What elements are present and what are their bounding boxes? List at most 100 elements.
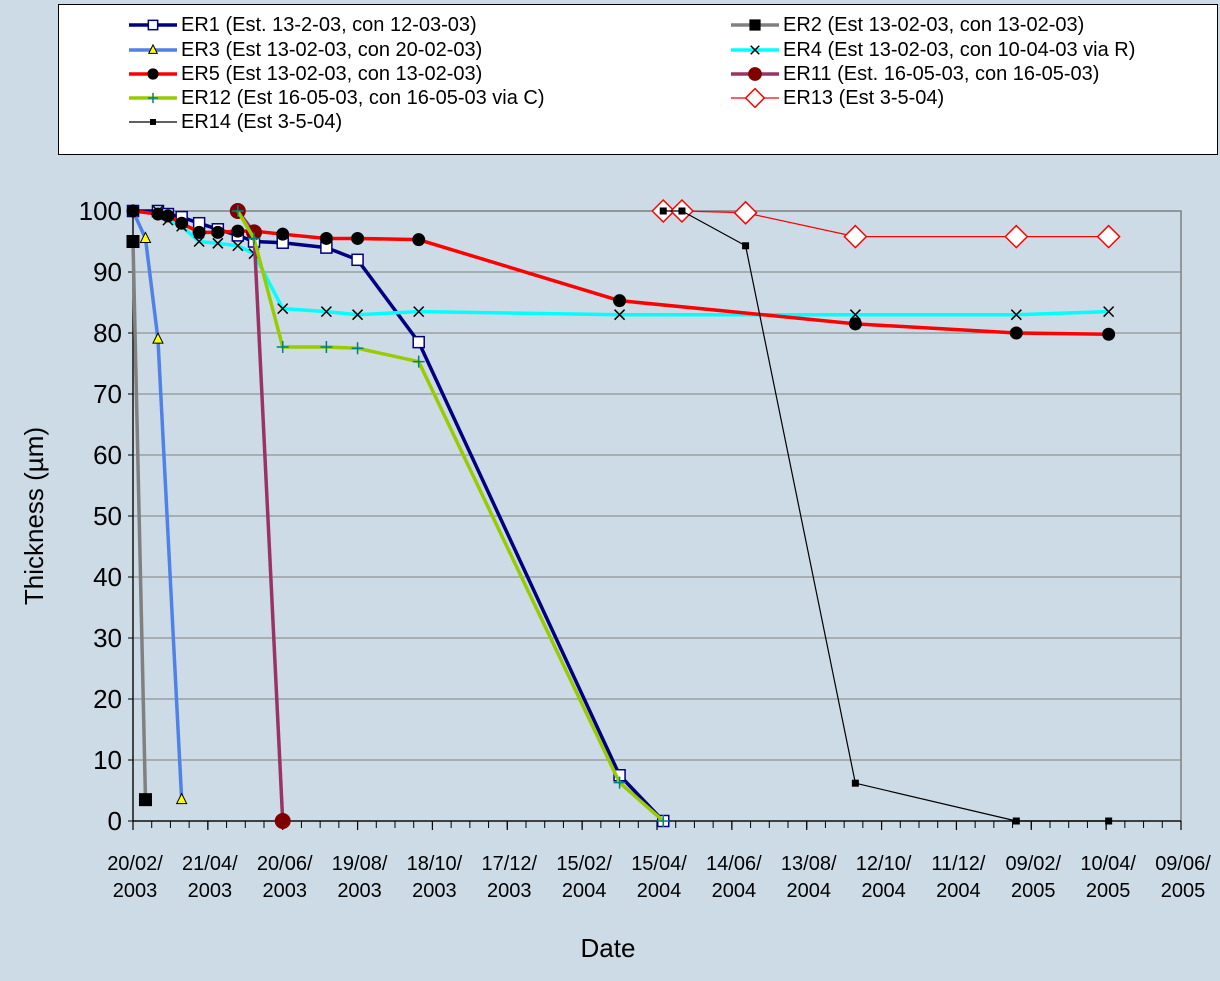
data-point [193,235,205,248]
data-point [211,225,225,239]
data-point [319,231,333,245]
y-tick-label: 0 [108,806,122,836]
data-point [849,309,861,321]
legend-swatch [129,68,177,80]
data-point [412,335,425,349]
x-tick-label: 09/06/2005 [1155,853,1211,902]
data-point [614,309,626,321]
data-point [276,227,290,241]
x-tick-label: 12/10/2004 [856,853,912,902]
series-line [236,210,665,823]
legend-label: ER3 (Est 13-02-03, con 20-02-03) [181,38,483,61]
data-point [1010,309,1022,321]
x-tick-label: 11/12/2004 [931,853,986,902]
legend-swatch [731,45,779,55]
data-point [351,342,364,355]
x-axis-title: Date [581,933,636,963]
data-point [351,231,365,245]
x-tick-label: 20/02/2003 [107,853,163,902]
y-tick-label: 90 [93,257,122,287]
series-9 [659,207,1113,825]
legend-swatch [129,92,177,104]
legend-label: ER5 (Est 13-02-03, con 13-02-03) [181,62,483,85]
data-point [742,242,750,250]
data-point [1105,817,1113,825]
data-point [212,237,224,249]
series-line [663,210,1109,238]
data-point [848,317,862,331]
series-line [131,241,148,800]
legend-item: ER12 (Est 16-05-03, con 16-05-03 via C) [127,87,545,109]
legend-item: ER11 (Est. 16-05-03, con 16-05-03) [729,63,1099,85]
data-point [320,341,333,354]
data-point [231,224,245,238]
y-tick-label: 30 [93,623,122,653]
legend-item: ER3 (Est 13-02-03, con 20-02-03) [127,39,482,61]
x-tick-label: 17/12/2003 [481,853,537,902]
data-point [139,231,152,243]
data-point [152,331,164,344]
data-point [175,216,189,230]
legend-swatch [731,67,779,81]
data-point [1096,224,1121,249]
legend-item: ER1 (Est. 13-2-03, con 12-03-03) [127,14,477,36]
data-point [147,92,159,104]
legend-label: ER13 (Est 3-5-04) [783,86,945,109]
y-tick-label: 60 [93,440,122,470]
y-tick-label: 70 [93,379,122,409]
data-point [1102,327,1116,341]
data-point [192,225,206,239]
legend-swatch [129,43,177,54]
data-point [126,235,140,248]
data-point [147,68,159,80]
series-group [126,198,1121,829]
series-line [131,210,184,800]
legend-swatch [129,119,177,125]
series-2 [126,235,152,807]
legend-item: ER4 (Est 13-02-03, con 10-04-03 via R) [729,39,1135,61]
data-point [147,19,159,31]
y-tick-label: 100 [79,196,122,226]
legend-label: ER4 (Est 13-02-03, con 10-04-03 via R) [783,38,1136,61]
data-point [126,204,140,218]
x-tick-label: 20/06/2003 [257,853,313,902]
x-tick-label: 19/08/2003 [332,853,388,902]
data-point [613,776,626,789]
y-tick-label: 50 [93,501,122,531]
data-point [851,779,859,787]
legend-label: ER14 (Est 3-5-04) [181,110,343,133]
data-point [1012,817,1020,825]
data-point [274,813,291,829]
legend-swatch [731,88,779,108]
series-3 [127,203,188,805]
x-tick-label: 15/04/2004 [631,853,687,902]
series-line [132,209,1109,336]
x-tick-label: 09/02/2005 [1005,853,1061,902]
x-tick-label: 15/02/2004 [556,853,612,902]
legend-item: ER5 (Est 13-02-03, con 13-02-03) [127,63,482,85]
data-point [231,205,244,217]
data-point [843,224,868,249]
data-point [413,306,425,318]
y-axis-title: Thickness (µm) [19,427,49,605]
data-point [744,88,766,108]
series-7 [231,205,670,827]
x-tick-label: 13/08/2004 [781,853,837,902]
data-point [147,43,159,54]
data-point [748,67,762,81]
chart-legend: ER1 (Est. 13-2-03, con 12-03-03) ER2 (Est… [58,4,1218,155]
data-point [352,309,364,321]
data-point [750,45,760,55]
legend-label: ER1 (Est. 13-2-03, con 12-03-03) [181,13,477,36]
series-8 [651,198,1121,249]
gridlines [133,271,1181,761]
legend-swatch [129,19,177,31]
x-tick-label: 18/10/2003 [407,853,463,902]
y-tick-label: 80 [93,318,122,348]
data-point [161,209,175,223]
legend-item: ER14 (Est 3-5-04) [127,111,342,133]
legend-item: ER2 (Est 13-02-03, con 13-02-03) [729,14,1084,36]
data-point [613,294,627,308]
data-point [277,303,289,315]
data-point [412,233,426,247]
